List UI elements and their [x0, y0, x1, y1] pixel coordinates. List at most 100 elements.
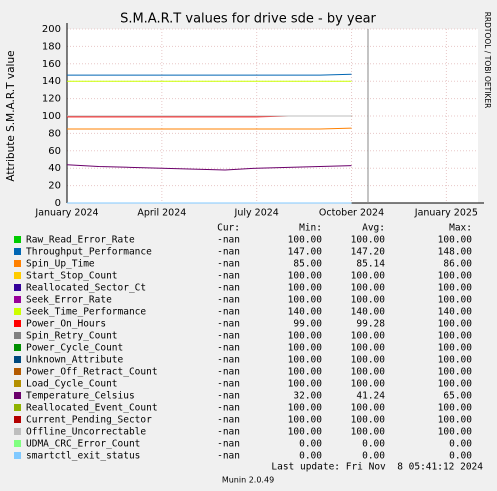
y-tick-label: 160 [42, 59, 61, 70]
legend-value: 100.00 [438, 319, 473, 330]
legend-swatch [14, 320, 21, 327]
legend-value: 0.00 [362, 451, 385, 462]
legend-swatch [14, 260, 21, 267]
legend-value: -nan [217, 283, 240, 294]
legend-swatch [14, 428, 21, 435]
legend-label: Unknown_Attribute [26, 355, 124, 366]
legend-value: 100.00 [438, 355, 473, 366]
legend-label: Load_Cycle_Count [26, 379, 118, 390]
legend-value: 100.00 [288, 331, 323, 342]
legend-value: 100.00 [288, 379, 323, 390]
legend-value: -nan [217, 379, 240, 390]
legend-value: 100.00 [288, 355, 323, 366]
legend-value: 100.00 [288, 235, 323, 246]
legend-label: Power_Off_Retract_Count [26, 367, 158, 378]
legend-value: -nan [217, 235, 240, 246]
legend-value: 85.00 [293, 259, 322, 270]
legend-label: Current_Pending_Sector [26, 415, 152, 426]
legend-value: -nan [217, 403, 240, 414]
legend-header: Avg: [362, 223, 385, 234]
legend-value: 99.00 [293, 319, 322, 330]
legend-value: 100.00 [351, 355, 386, 366]
legend-swatch [14, 284, 21, 291]
legend-value: 0.00 [449, 439, 472, 450]
legend-value: 100.00 [351, 415, 386, 426]
y-axis-label: Attribute S.M.A.R.T value [5, 50, 17, 181]
legend-swatch [14, 356, 21, 363]
legend-value: 140.00 [351, 307, 386, 318]
legend-swatch [14, 440, 21, 447]
legend-swatch [14, 272, 21, 279]
legend-value: 100.00 [438, 379, 473, 390]
legend-value: 100.00 [288, 283, 323, 294]
series-line [66, 164, 352, 171]
legend-value: -nan [217, 367, 240, 378]
legend-value: 100.00 [438, 295, 473, 306]
legend-value: 100.00 [351, 331, 386, 342]
legend-value: -nan [217, 415, 240, 426]
legend-value: 100.00 [438, 415, 473, 426]
legend-value: 100.00 [351, 343, 386, 354]
legend-value: 100.00 [351, 403, 386, 414]
legend-value: 100.00 [288, 403, 323, 414]
legend-value: 100.00 [288, 271, 323, 282]
legend-swatch [14, 308, 21, 315]
y-tick-label: 0 [55, 198, 61, 209]
series-line [67, 73, 352, 76]
legend-value: -nan [217, 343, 240, 354]
legend-value: -nan [217, 331, 240, 342]
legend-value: 100.00 [288, 295, 323, 306]
legend-value: -nan [217, 295, 240, 306]
legend-value: 100.00 [351, 271, 386, 282]
legend-header: Min: [299, 223, 322, 234]
legend-value: -nan [217, 307, 240, 318]
x-tick-label: October 2024 [319, 208, 384, 219]
legend-value: 99.28 [356, 319, 385, 330]
legend-label: smartctl_exit_status [26, 451, 140, 462]
legend-label: Power_Cycle_Count [26, 343, 123, 354]
x-tick-label: January 2025 [414, 208, 478, 219]
legend-label: Reallocated_Event_Count [26, 403, 158, 414]
legend-value: -nan [217, 439, 240, 450]
legend-value: -nan [217, 259, 240, 270]
legend-label: Power_On_Hours [26, 319, 106, 330]
legend-value: 100.00 [438, 427, 473, 438]
legend-label: Reallocated_Sector_Ct [26, 283, 146, 294]
legend-value: 100.00 [288, 367, 323, 378]
legend-value: 100.00 [351, 379, 386, 390]
legend-label: UDMA_CRC_Error_Count [26, 439, 140, 450]
legend-value: 100.00 [351, 427, 386, 438]
legend-value: 0.00 [449, 451, 472, 462]
y-tick-label: 140 [42, 76, 61, 87]
legend-value: 100.00 [438, 331, 473, 342]
legend-value: 147.20 [351, 247, 386, 258]
legend-value: 100.00 [438, 235, 473, 246]
series-line [67, 127, 352, 130]
legend-label: Spin_Retry_Count [26, 331, 118, 342]
legend-swatch [14, 392, 21, 399]
legend-value: 41.24 [356, 391, 385, 402]
legend-label: Offline_Uncorrectable [26, 427, 146, 438]
y-tick-label: 100 [42, 111, 61, 122]
legend-value: 0.00 [299, 451, 322, 462]
y-tick-label: 120 [42, 94, 61, 105]
legend-value: 100.00 [351, 295, 386, 306]
legend-value: 100.00 [351, 367, 386, 378]
legend-swatch [14, 248, 21, 255]
legend-value: 100.00 [438, 367, 473, 378]
legend-header: Max: [449, 223, 472, 234]
legend-value: -nan [217, 391, 240, 402]
legend-value: 100.00 [438, 271, 473, 282]
footer: Munin 2.0.49 [222, 476, 274, 485]
legend-label: Spin_Up_Time [26, 259, 95, 270]
legend-swatch [14, 380, 21, 387]
chart-title: S.M.A.R.T values for drive sde - by year [120, 12, 376, 27]
y-tick-label: 40 [48, 163, 61, 174]
legend-label: Seek_Error_Rate [26, 295, 112, 306]
legend-swatch [14, 296, 21, 303]
legend-value: 32.00 [293, 391, 322, 402]
x-tick-label: January 2024 [34, 208, 98, 219]
legend-label: Raw_Read_Error_Rate [26, 235, 135, 246]
legend-value: 147.00 [288, 247, 323, 258]
